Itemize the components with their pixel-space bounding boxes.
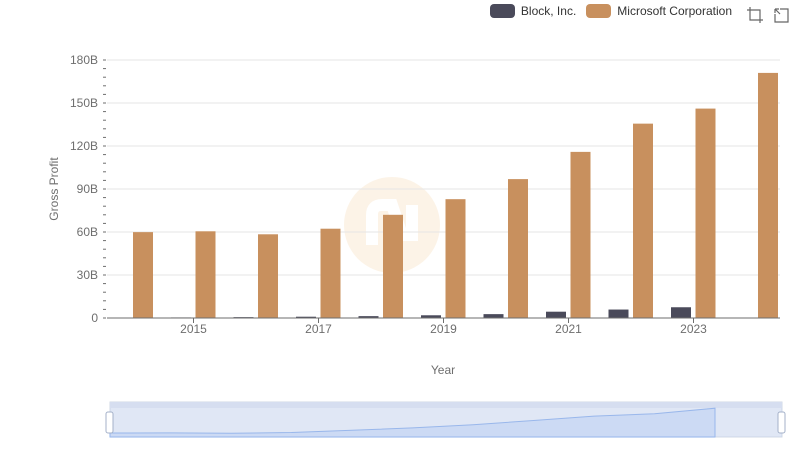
y-axis-minor-ticks (103, 59, 106, 319)
x-tick-label: 2019 (430, 322, 457, 336)
x-tick-label: 2017 (305, 322, 332, 336)
bar-microsoft-2022[interactable] (633, 123, 653, 318)
y-tick-label: 90B (77, 182, 98, 196)
bar-microsoft-2020[interactable] (508, 179, 528, 318)
y-tick-label: 150B (70, 96, 98, 110)
y-axis-title: Gross Profit (47, 157, 61, 221)
bar-block-2019[interactable] (421, 315, 441, 318)
legend-swatch-block (489, 4, 515, 18)
bar-microsoft-2018[interactable] (383, 214, 403, 318)
legend-label-block: Block, Inc. (520, 4, 577, 18)
slider-top-bar[interactable] (110, 402, 782, 408)
bar-microsoft-2019[interactable] (445, 199, 466, 318)
y-tick-label: 120B (70, 139, 98, 153)
x-axis-title: Year (431, 363, 455, 377)
bar-microsoft-2015[interactable] (195, 231, 216, 318)
slider-preview-area (109, 407, 716, 438)
bar-block-2017[interactable] (296, 316, 316, 318)
bar-block-2022[interactable] (608, 309, 629, 318)
x-tick-label: 2023 (680, 322, 707, 336)
bar-microsoft-2023[interactable] (695, 108, 716, 318)
slider-handle-left[interactable] (105, 411, 114, 434)
bar-block-2018[interactable] (358, 316, 379, 318)
y-tick-label: 0 (91, 311, 98, 325)
y-tick-label: 30B (77, 268, 98, 282)
zoom-reset-icon[interactable] (772, 6, 790, 24)
legend-swatch-microsoft (586, 4, 612, 18)
y-tick-label: 60B (77, 225, 98, 239)
x-tick-label: 2021 (555, 322, 582, 336)
x-tick-label: 2015 (180, 322, 207, 336)
legend-label-microsoft: Microsoft Corporation (617, 4, 732, 18)
bar-block-2023[interactable] (671, 307, 691, 318)
bar-block-2020[interactable] (483, 314, 504, 318)
y-axis-tick-labels: 0 30B 60B 90B 120B 150B 180B (70, 53, 98, 325)
bar-microsoft-2017[interactable] (320, 228, 341, 318)
bar-block-2021[interactable] (546, 311, 566, 318)
bar-microsoft-2021[interactable] (570, 151, 591, 318)
legend-item-microsoft[interactable]: Microsoft Corporation (586, 4, 732, 18)
bars (108, 72, 778, 319)
grid-lines (107, 59, 780, 276)
bar-microsoft-2024[interactable] (758, 72, 778, 319)
bar-microsoft-2016[interactable] (258, 234, 278, 318)
chart-toolbar (746, 6, 790, 24)
legend-item-block[interactable]: Block, Inc. (489, 4, 577, 18)
y-tick-label: 180B (70, 53, 98, 67)
slider-handle-right[interactable] (777, 411, 786, 434)
zoom-select-icon[interactable] (746, 6, 764, 24)
x-axis-tick-labels: 2015 2017 2019 2021 2023 (180, 318, 707, 336)
legend: Block, Inc. Microsoft Corporation (489, 4, 732, 18)
bar-microsoft-2014[interactable] (133, 232, 153, 318)
zoom-slider[interactable] (105, 401, 786, 438)
slider-selection[interactable] (110, 408, 782, 437)
